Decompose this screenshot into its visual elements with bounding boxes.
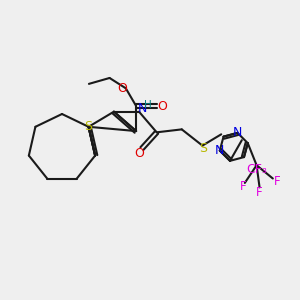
Text: F: F [256,186,263,199]
Text: CF₃: CF₃ [246,163,267,176]
Text: F: F [239,180,246,194]
Text: F: F [274,175,280,188]
Text: O: O [117,82,127,95]
Text: S: S [200,142,207,155]
Text: N: N [233,126,242,140]
Text: H: H [144,100,152,110]
Text: O: O [157,100,167,112]
Text: N: N [137,102,147,115]
Text: O: O [134,147,144,160]
Text: N: N [215,144,224,157]
Text: S: S [85,120,93,133]
